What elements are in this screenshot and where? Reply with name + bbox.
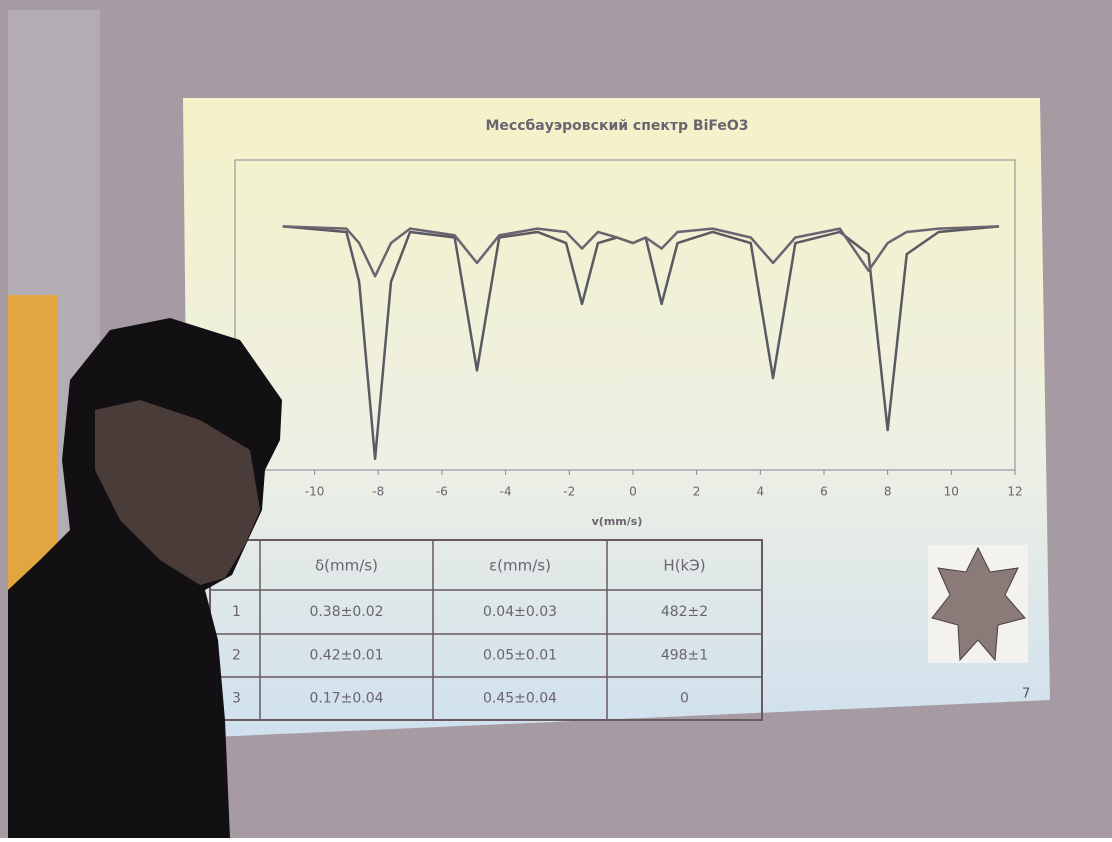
table-cell: 0.42±0.01 bbox=[309, 648, 383, 664]
x-tick-label: -6 bbox=[436, 485, 448, 499]
table-cell: 482±2 bbox=[661, 604, 708, 620]
column-header: ε(mm/s) bbox=[489, 557, 551, 575]
table-cell: 498±1 bbox=[661, 648, 708, 664]
x-tick-label: 0 bbox=[629, 485, 637, 499]
table-cell: 2 bbox=[232, 648, 241, 664]
x-axis-label: v(mm/s) bbox=[592, 515, 643, 528]
x-tick-label: 10 bbox=[944, 485, 959, 499]
table-cell: 0.04±0.03 bbox=[483, 604, 557, 620]
x-tick-label: 8 bbox=[884, 485, 892, 499]
chart-title: Мессбауэровский спектр BiFeO3 bbox=[485, 118, 748, 134]
x-tick-label: 2 bbox=[693, 485, 701, 499]
table-cell: 1 bbox=[232, 604, 241, 620]
table-cell: 0.17±0.04 bbox=[309, 691, 383, 707]
photo: Мессбауэровский спектр BiFeO3 v(mm/s) δ(… bbox=[0, 0, 1112, 838]
x-tick-label: -2 bbox=[563, 485, 575, 499]
slide bbox=[183, 98, 1050, 738]
table-cell: 0.45±0.04 bbox=[483, 691, 557, 707]
table-cell: 0 bbox=[680, 691, 689, 707]
x-tick-label: -4 bbox=[500, 485, 512, 499]
slide-number: 7 bbox=[1022, 687, 1030, 702]
table-cell: 3 bbox=[232, 691, 241, 707]
x-tick-label: -8 bbox=[372, 485, 384, 499]
x-tick-label: 12 bbox=[1007, 485, 1022, 499]
column-header: δ(mm/s) bbox=[315, 557, 378, 575]
column-header: H(kЭ) bbox=[663, 557, 705, 575]
x-tick-label: 6 bbox=[820, 485, 828, 499]
table-cell: 0.38±0.02 bbox=[309, 604, 383, 620]
x-tick-label: 4 bbox=[756, 485, 764, 499]
x-tick-label: -10 bbox=[305, 485, 325, 499]
table-cell: 0.05±0.01 bbox=[483, 648, 557, 664]
page: {"chart_data": {"type": "line", "title":… bbox=[0, 0, 1112, 838]
